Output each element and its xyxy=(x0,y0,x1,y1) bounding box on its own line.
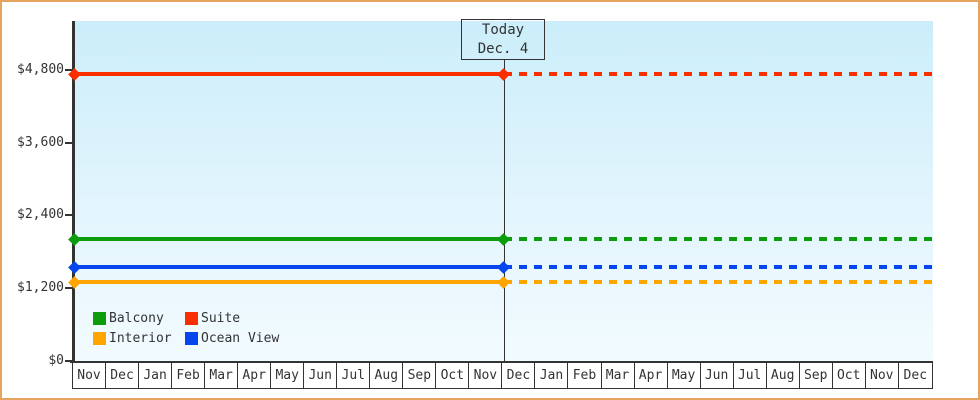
x-axis-month-label: Jan xyxy=(139,363,173,388)
y-axis-tick xyxy=(65,286,72,289)
x-axis-month-label: Dec xyxy=(502,363,536,388)
series-line-suite-forecast xyxy=(503,72,933,77)
x-axis-month-label: Oct xyxy=(832,363,866,388)
y-axis-label: $1,200 xyxy=(17,279,64,295)
x-axis-month-label: Jan xyxy=(535,363,569,388)
y-axis-line xyxy=(72,21,75,363)
y-axis-tick xyxy=(65,359,72,362)
x-axis-month-label: Nov xyxy=(73,363,107,388)
x-axis-month-label: Jun xyxy=(304,363,338,388)
x-axis-month-label: Jul xyxy=(733,363,767,388)
x-axis-month-label: Aug xyxy=(370,363,404,388)
series-line-interior-forecast xyxy=(503,280,933,285)
x-axis-month-label: Mar xyxy=(601,363,635,388)
series-line-balcony-forecast xyxy=(503,237,933,242)
y-axis-label: $0 xyxy=(48,352,64,368)
legend-swatch-suite xyxy=(185,311,198,325)
y-axis-label: $4,800 xyxy=(17,62,64,77)
x-axis-month-label: Jun xyxy=(700,363,734,388)
today-annotation-line2: Dec. 4 xyxy=(477,40,529,57)
legend-item-ocean-view: Ocean View xyxy=(185,331,279,346)
x-axis-month-label: Feb xyxy=(172,363,206,388)
today-vertical-line xyxy=(504,60,505,361)
series-line-ocean-view xyxy=(74,265,504,270)
legend-item-suite: Suite xyxy=(185,311,279,326)
x-axis-month-label: Mar xyxy=(205,363,239,388)
y-axis-tick xyxy=(65,141,72,144)
legend-item-balcony: Balcony xyxy=(93,311,185,326)
legend-swatch-ocean-view xyxy=(185,331,198,345)
x-axis-month-label: Oct xyxy=(436,363,470,388)
x-axis-month-row: Nov Dec Jan Feb Mar Apr May Jun Jul Aug Sep Oct Nov D… xyxy=(72,362,933,389)
x-axis-month-label: Aug xyxy=(766,363,800,388)
y-axis-tick xyxy=(65,214,72,217)
legend-label-suite: Suite xyxy=(201,310,241,326)
legend: Balcony Suite Interior Ocean View xyxy=(93,308,279,348)
y-axis-label: $3,600 xyxy=(17,134,64,150)
x-axis-month-label: Apr xyxy=(238,363,272,388)
series-line-ocean-view-forecast xyxy=(503,265,933,270)
y-axis-label: $2,400 xyxy=(17,207,64,223)
today-annotation-box: Today Dec. 4 xyxy=(461,19,545,60)
legend-label-balcony: Balcony xyxy=(109,310,164,326)
x-axis-month-label: May xyxy=(271,363,305,388)
x-axis-month-label: Nov xyxy=(469,363,503,388)
legend-swatch-balcony xyxy=(93,311,106,325)
y-axis-tick xyxy=(65,69,72,71)
x-axis-month-label: Dec xyxy=(106,363,140,388)
x-axis-month-label: Feb xyxy=(568,363,602,388)
x-axis-month-label: Dec xyxy=(898,363,932,388)
x-axis-month-label: Apr xyxy=(634,363,668,388)
x-axis-month-label: Sep xyxy=(799,363,833,388)
legend-label-interior: Interior xyxy=(109,330,172,346)
series-line-interior xyxy=(74,280,504,285)
legend-swatch-interior xyxy=(93,331,106,345)
x-axis-month-label: Nov xyxy=(865,363,899,388)
today-annotation-line1: Today xyxy=(481,21,525,38)
x-axis-month-label: May xyxy=(667,363,701,388)
legend-item-interior: Interior xyxy=(93,331,185,346)
x-axis-month-label: Jul xyxy=(337,363,371,388)
x-axis-month-label: Sep xyxy=(403,363,437,388)
series-line-suite xyxy=(74,72,504,77)
legend-label-ocean-view: Ocean View xyxy=(201,330,280,346)
series-line-balcony xyxy=(74,237,504,242)
